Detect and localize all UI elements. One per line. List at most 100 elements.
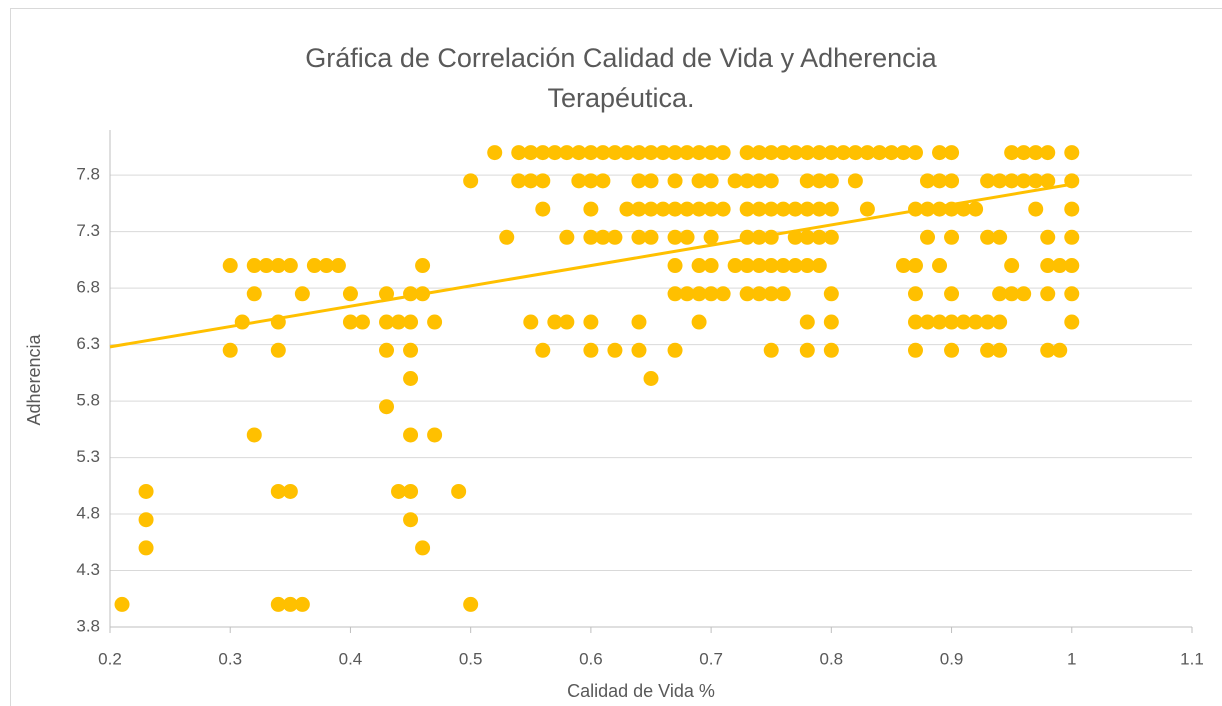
point — [403, 483, 419, 499]
point — [667, 258, 683, 274]
point — [631, 342, 647, 358]
point — [1052, 342, 1068, 358]
point — [583, 314, 599, 330]
point — [246, 258, 262, 274]
point — [595, 145, 611, 161]
point — [222, 258, 238, 274]
point — [932, 314, 948, 330]
point — [1004, 258, 1020, 274]
point — [1040, 229, 1056, 245]
point — [715, 201, 731, 217]
point — [1028, 173, 1044, 189]
point — [1040, 286, 1056, 302]
point — [823, 173, 839, 189]
point — [727, 258, 743, 274]
point — [631, 201, 647, 217]
point — [583, 145, 599, 161]
point — [992, 229, 1008, 245]
point — [968, 201, 984, 217]
point — [114, 596, 130, 612]
point — [415, 540, 431, 556]
point — [932, 173, 948, 189]
point — [1016, 173, 1032, 189]
point — [799, 145, 815, 161]
point — [607, 229, 623, 245]
point — [799, 229, 815, 245]
point — [763, 201, 779, 217]
point — [944, 314, 960, 330]
point — [138, 540, 154, 556]
y-tick-label: 6.8 — [76, 278, 100, 297]
point — [667, 173, 683, 189]
point — [270, 258, 286, 274]
point — [511, 145, 527, 161]
point — [246, 427, 262, 443]
point — [643, 229, 659, 245]
point — [631, 229, 647, 245]
x-tick-label: 0.5 — [459, 649, 483, 668]
point — [427, 427, 443, 443]
point — [487, 145, 503, 161]
point — [823, 342, 839, 358]
x-tick-label: 1.1 — [1180, 649, 1204, 668]
point — [342, 286, 358, 302]
point — [956, 201, 972, 217]
x-tick-label: 0.4 — [339, 649, 363, 668]
y-tick-label: 4.3 — [76, 560, 100, 579]
point — [956, 314, 972, 330]
point — [403, 427, 419, 443]
point — [1064, 229, 1080, 245]
point — [739, 201, 755, 217]
point — [775, 145, 791, 161]
point — [667, 286, 683, 302]
point — [222, 342, 238, 358]
point — [775, 201, 791, 217]
point — [763, 342, 779, 358]
point — [775, 286, 791, 302]
point — [1016, 286, 1032, 302]
x-tick-label: 1 — [1067, 649, 1076, 668]
point — [944, 173, 960, 189]
point — [523, 314, 539, 330]
point — [655, 201, 671, 217]
point — [932, 258, 948, 274]
point — [547, 314, 563, 330]
point — [559, 145, 575, 161]
point — [1064, 286, 1080, 302]
point — [679, 201, 695, 217]
point — [619, 201, 635, 217]
y-tick-label: 7.3 — [76, 221, 100, 240]
point — [655, 145, 671, 161]
point — [727, 173, 743, 189]
point — [379, 342, 395, 358]
point — [895, 145, 911, 161]
point — [354, 314, 370, 330]
point — [871, 145, 887, 161]
point — [679, 229, 695, 245]
point — [691, 314, 707, 330]
point — [739, 145, 755, 161]
point — [751, 201, 767, 217]
point — [427, 314, 443, 330]
point — [763, 258, 779, 274]
chart-title: Gráfica de Correlación Calidad de Vida y… — [305, 43, 937, 73]
point — [631, 173, 647, 189]
point — [643, 173, 659, 189]
x-tick-label: 0.8 — [820, 649, 844, 668]
point — [403, 512, 419, 528]
point — [607, 145, 623, 161]
point — [944, 286, 960, 302]
point — [739, 258, 755, 274]
point — [138, 483, 154, 499]
point — [318, 258, 334, 274]
point — [595, 229, 611, 245]
y-tick-label: 6.3 — [76, 334, 100, 353]
y-tick-label: 7.8 — [76, 165, 100, 184]
point — [1040, 258, 1056, 274]
point — [811, 229, 827, 245]
point — [270, 596, 286, 612]
point — [667, 229, 683, 245]
y-axis-title: Adherencia — [24, 333, 44, 425]
point — [463, 173, 479, 189]
point — [763, 173, 779, 189]
